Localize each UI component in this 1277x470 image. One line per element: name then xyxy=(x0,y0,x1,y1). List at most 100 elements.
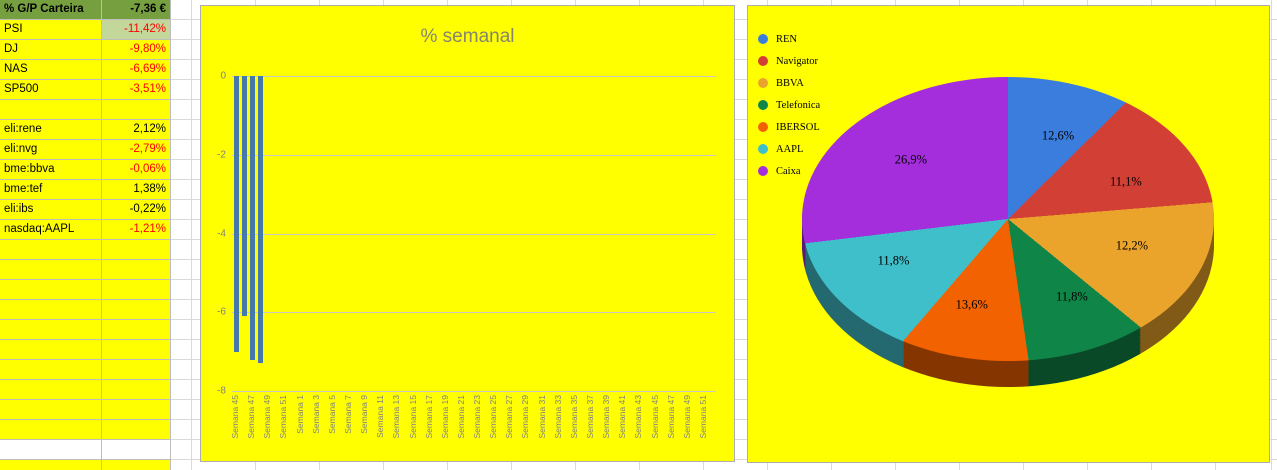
ticker-label-cell[interactable] xyxy=(0,420,102,440)
ticker-label-cell[interactable] xyxy=(0,320,102,340)
x-axis-tick-label: Semana 19 xyxy=(439,395,450,439)
legend-color-dot xyxy=(758,144,768,154)
bar-plot-area: 0 -2 -4 -6 -8 Semana 45 Semana 47 Semana 49 Sema… xyxy=(217,71,716,438)
x-axis-tick-label: Semana 3 xyxy=(310,395,321,434)
ticker-label-cell[interactable] xyxy=(0,400,102,420)
value-cell[interactable] xyxy=(102,360,171,380)
x-axis-tick-label: Semana 5 xyxy=(326,395,337,434)
table-row: eli:nvg -2,79% xyxy=(0,140,171,160)
legend-label: AAPL xyxy=(776,143,804,155)
bar-semana-47 xyxy=(249,76,255,360)
table-row xyxy=(0,340,171,360)
legend-item-caixa[interactable]: Caixa xyxy=(758,160,820,182)
ticker-label-cell[interactable] xyxy=(0,440,102,460)
ticker-label-cell[interactable]: SP500 xyxy=(0,80,102,100)
ticker-label-cell[interactable]: eli:rene xyxy=(0,120,102,140)
pie-slice-label-caixa: 26,9% xyxy=(894,152,928,167)
legend-label: BBVA xyxy=(776,77,804,89)
legend-item-ibersol[interactable]: IBERSOL xyxy=(758,116,820,138)
value-cell[interactable]: -0,06% xyxy=(102,160,171,180)
x-axis-tick-label: Semana 27 xyxy=(504,395,515,439)
ticker-label-cell[interactable] xyxy=(0,300,102,320)
value-cell[interactable] xyxy=(102,240,171,260)
ticker-label-cell[interactable]: eli:nvg xyxy=(0,140,102,160)
value-cell[interactable] xyxy=(102,340,171,360)
x-axis-tick-label: Semana 41 xyxy=(617,395,628,439)
x-axis-tick-label: Semana 37 xyxy=(584,395,595,439)
ticker-label-cell[interactable] xyxy=(0,380,102,400)
x-axis-tick-label: Semana 45 xyxy=(230,395,241,439)
table-row: % G/P Carteira -7,36 € xyxy=(0,0,171,20)
value-cell[interactable] xyxy=(102,320,171,340)
value-cell[interactable] xyxy=(102,280,171,300)
ticker-label-cell[interactable] xyxy=(0,360,102,380)
value-cell[interactable] xyxy=(102,440,171,460)
y-axis-tick-label: -6 xyxy=(217,306,226,318)
table-row: PSI -11,42% xyxy=(0,20,171,40)
value-cell[interactable] xyxy=(102,260,171,280)
value-cell[interactable]: 2,12% xyxy=(102,120,171,140)
ticker-label-cell[interactable]: bme:bbva xyxy=(0,160,102,180)
value-cell[interactable]: -1,21% xyxy=(102,220,171,240)
x-axis-tick-label: Semana 25 xyxy=(488,395,499,439)
ticker-label-cell[interactable]: bme:tef xyxy=(0,180,102,200)
gridline xyxy=(232,154,716,156)
value-cell[interactable] xyxy=(102,460,171,470)
x-axis-tick-label: Semana 47 xyxy=(246,395,257,439)
ticker-label-cell[interactable]: DJ xyxy=(0,40,102,60)
y-axis-tick-label: -2 xyxy=(217,149,226,161)
legend-item-aapl[interactable]: AAPL xyxy=(758,138,820,160)
table-row: nasdaq:AAPL -1,21% xyxy=(0,220,171,240)
pie-area: 12,6% 11,1% 12,2% 11,8% 13,6% 11,8% 26,9% xyxy=(802,77,1214,387)
ticker-label-cell[interactable] xyxy=(0,240,102,260)
value-cell[interactable]: -7,36 € xyxy=(102,0,171,20)
gridline xyxy=(232,312,716,314)
value-cell[interactable]: -2,79% xyxy=(102,140,171,160)
ticker-label-cell[interactable] xyxy=(0,340,102,360)
x-axis-tick-label: Semana 31 xyxy=(536,395,547,439)
value-cell[interactable] xyxy=(102,400,171,420)
value-cell[interactable]: -9,80% xyxy=(102,40,171,60)
bar-chart[interactable]: % semanal 0 -2 -4 -6 -8 Semana 45 Semana 47 Sem… xyxy=(200,5,735,462)
table-row xyxy=(0,440,171,460)
y-axis-tick-label: -4 xyxy=(217,228,226,239)
value-cell[interactable]: -0,22% xyxy=(102,200,171,220)
table-row: SP500 -3,51% xyxy=(0,80,171,100)
pie-surface[interactable] xyxy=(802,77,1214,361)
value-cell[interactable] xyxy=(102,420,171,440)
y-axis-tick-label: -8 xyxy=(217,385,226,397)
ticker-label-cell[interactable]: NAS xyxy=(0,60,102,80)
pie-chart[interactable]: REN Navigator BBVA Telefonica IBERSOL AAPL Cai… xyxy=(747,5,1270,463)
bar-semana-45 xyxy=(233,76,239,352)
value-cell[interactable]: -3,51% xyxy=(102,80,171,100)
pie-slice-label-bbva: 12,2% xyxy=(1115,238,1149,253)
value-cell[interactable] xyxy=(102,100,171,120)
value-cell[interactable]: -6,69% xyxy=(102,60,171,80)
ticker-label-cell[interactable] xyxy=(0,280,102,300)
ticker-label-cell[interactable] xyxy=(0,100,102,120)
ticker-label-cell[interactable] xyxy=(0,460,102,470)
ticker-label-cell[interactable]: PSI xyxy=(0,20,102,40)
ticker-label-cell[interactable] xyxy=(0,260,102,280)
ticker-label-cell[interactable]: eli:ibs xyxy=(0,200,102,220)
legend-item-ren[interactable]: REN xyxy=(758,28,820,50)
value-cell[interactable]: -11,42% xyxy=(102,20,171,40)
value-cell[interactable] xyxy=(102,380,171,400)
legend-item-navigator[interactable]: Navigator xyxy=(758,50,820,72)
x-axis-tick-label: Semana 49 xyxy=(681,395,692,439)
table-row xyxy=(0,360,171,380)
ticker-label-cell[interactable]: nasdaq:AAPL xyxy=(0,220,102,240)
ticker-label-cell[interactable]: % G/P Carteira xyxy=(0,0,102,20)
table-row xyxy=(0,420,171,440)
pie-slice-label-ren: 12,6% xyxy=(1041,128,1075,143)
legend-item-bbva[interactable]: BBVA xyxy=(758,72,820,94)
x-axis-tick-label: Semana 43 xyxy=(633,395,644,439)
table-row xyxy=(0,240,171,260)
legend-item-telefonica[interactable]: Telefonica xyxy=(758,94,820,116)
x-axis-tick-label: Semana 45 xyxy=(649,395,660,439)
value-cell[interactable] xyxy=(102,300,171,320)
value-cell[interactable]: 1,38% xyxy=(102,180,171,200)
x-axis-tick-label: Semana 11 xyxy=(375,395,386,438)
legend-label: REN xyxy=(776,33,797,45)
legend-label: Caixa xyxy=(776,165,801,177)
